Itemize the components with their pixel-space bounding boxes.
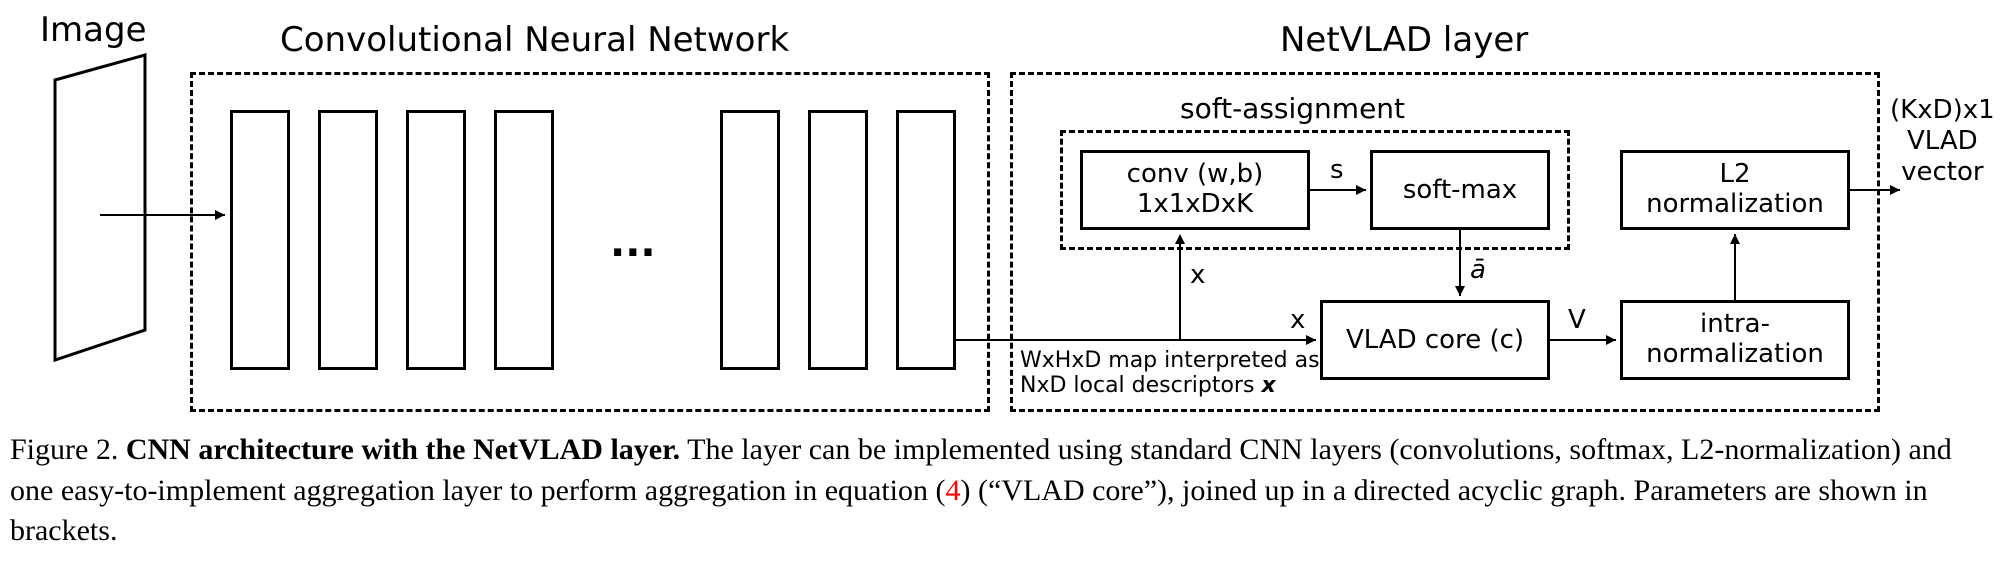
intranorm-line1: intra- (1623, 309, 1847, 339)
output-line3: vector (1890, 157, 1995, 188)
cnn-layer (318, 110, 378, 370)
conv-box-line1: conv (w,b) (1083, 159, 1307, 189)
image-title: Image (40, 10, 146, 50)
l2norm-line2: normalization (1623, 189, 1847, 219)
cnn-title: Convolutional Neural Network (280, 20, 789, 60)
softmax-label: soft-max (1403, 175, 1517, 205)
descriptors-bold: x (1261, 373, 1275, 398)
descriptors-line2: NxD local descriptors (1020, 373, 1261, 398)
softmax-box: soft-max (1370, 150, 1550, 230)
edge-label-x-right: x (1290, 305, 1305, 335)
conv-box: conv (w,b) 1x1xDxK (1080, 150, 1310, 230)
figure-caption: Figure 2. CNN architecture with the NetV… (10, 430, 1990, 552)
output-line2: VLAD (1890, 126, 1995, 157)
cnn-layer (896, 110, 956, 370)
output-line1: (KxD)x1 (1890, 95, 1995, 126)
intranorm-line2: normalization (1623, 339, 1847, 369)
output-label: (KxD)x1 VLAD vector (1890, 95, 1995, 189)
caption-prefix: Figure 2. (10, 433, 126, 466)
vladcore-box: VLAD core (c) (1320, 300, 1550, 380)
cnn-container (190, 72, 990, 412)
l2norm-line1: L2 (1623, 159, 1847, 189)
caption-ref: 4 (946, 474, 961, 507)
descriptors-line1: WxHxD map interpreted as (1020, 348, 1320, 373)
l2norm-box: L2 normalization (1620, 150, 1850, 230)
descriptors-line2-wrap: NxD local descriptors x (1020, 373, 1320, 398)
cnn-layer (494, 110, 554, 370)
ellipsis: ... (610, 220, 656, 266)
cnn-layer (230, 110, 290, 370)
vladcore-label: VLAD core (c) (1346, 325, 1524, 355)
cnn-layer (720, 110, 780, 370)
cnn-layer (808, 110, 868, 370)
edge-label-v: V (1568, 305, 1586, 335)
edge-label-abar: ā (1470, 255, 1486, 285)
edge-label-x-up: x (1190, 260, 1205, 290)
caption-bold: CNN architecture with the NetVLAD layer. (126, 433, 680, 466)
cnn-layer (406, 110, 466, 370)
intranorm-box: intra- normalization (1620, 300, 1850, 380)
descriptors-note: WxHxD map interpreted as NxD local descr… (1020, 348, 1320, 399)
conv-box-line2: 1x1xDxK (1083, 189, 1307, 219)
edge-label-s: s (1330, 155, 1344, 185)
netvlad-title: NetVLAD layer (1280, 20, 1528, 60)
